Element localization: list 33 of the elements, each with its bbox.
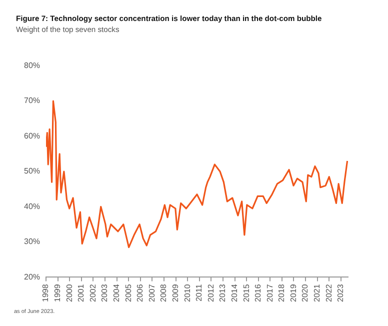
y-tick-label: 50% (24, 166, 40, 176)
x-tick-label: 2006 (136, 284, 145, 302)
x-tick-label: 2010 (182, 284, 192, 302)
x-tick-label: 2018 (277, 284, 286, 302)
x-tick-label: 2009 (170, 284, 180, 302)
x-tick-label: 2019 (288, 284, 298, 302)
x-tick-label: 2017 (265, 284, 274, 302)
x-tick-label: 2008 (159, 284, 168, 302)
x-tick-label: 2011 (194, 284, 204, 302)
x-tick-label: 1998 (41, 284, 50, 302)
x-tick-label: 2012 (206, 284, 216, 302)
y-tick-label: 60% (24, 131, 40, 140)
x-tick-label: 1999 (53, 284, 62, 302)
x-tick-label: 2014 (230, 284, 239, 302)
x-tick-label: 2004 (112, 284, 121, 302)
x-tick-label: 2000 (64, 284, 74, 302)
x-tick-label: 2003 (100, 284, 110, 302)
x-tick-label: 2005 (124, 284, 133, 302)
x-tick-label: 2013 (218, 284, 228, 302)
x-tick-label: 2016 (254, 284, 263, 302)
x-tick-label: 2001 (76, 284, 86, 302)
x-tick-label: 2023 (336, 284, 346, 302)
y-tick-label: 40% (24, 202, 40, 211)
y-tick-label: 20% (24, 272, 40, 282)
x-tick-label: 2020 (300, 284, 310, 302)
x-tick-label: 2002 (88, 284, 98, 302)
x-tick-label: 2022 (324, 284, 334, 302)
x-tick-label: 2021 (312, 284, 322, 302)
y-tick-label: 70% (24, 96, 40, 106)
x-tick-label: 2015 (242, 284, 251, 302)
y-tick-label: 80% (24, 61, 40, 70)
x-tick-label: 2007 (147, 284, 156, 302)
y-tick-label: 30% (24, 237, 40, 246)
